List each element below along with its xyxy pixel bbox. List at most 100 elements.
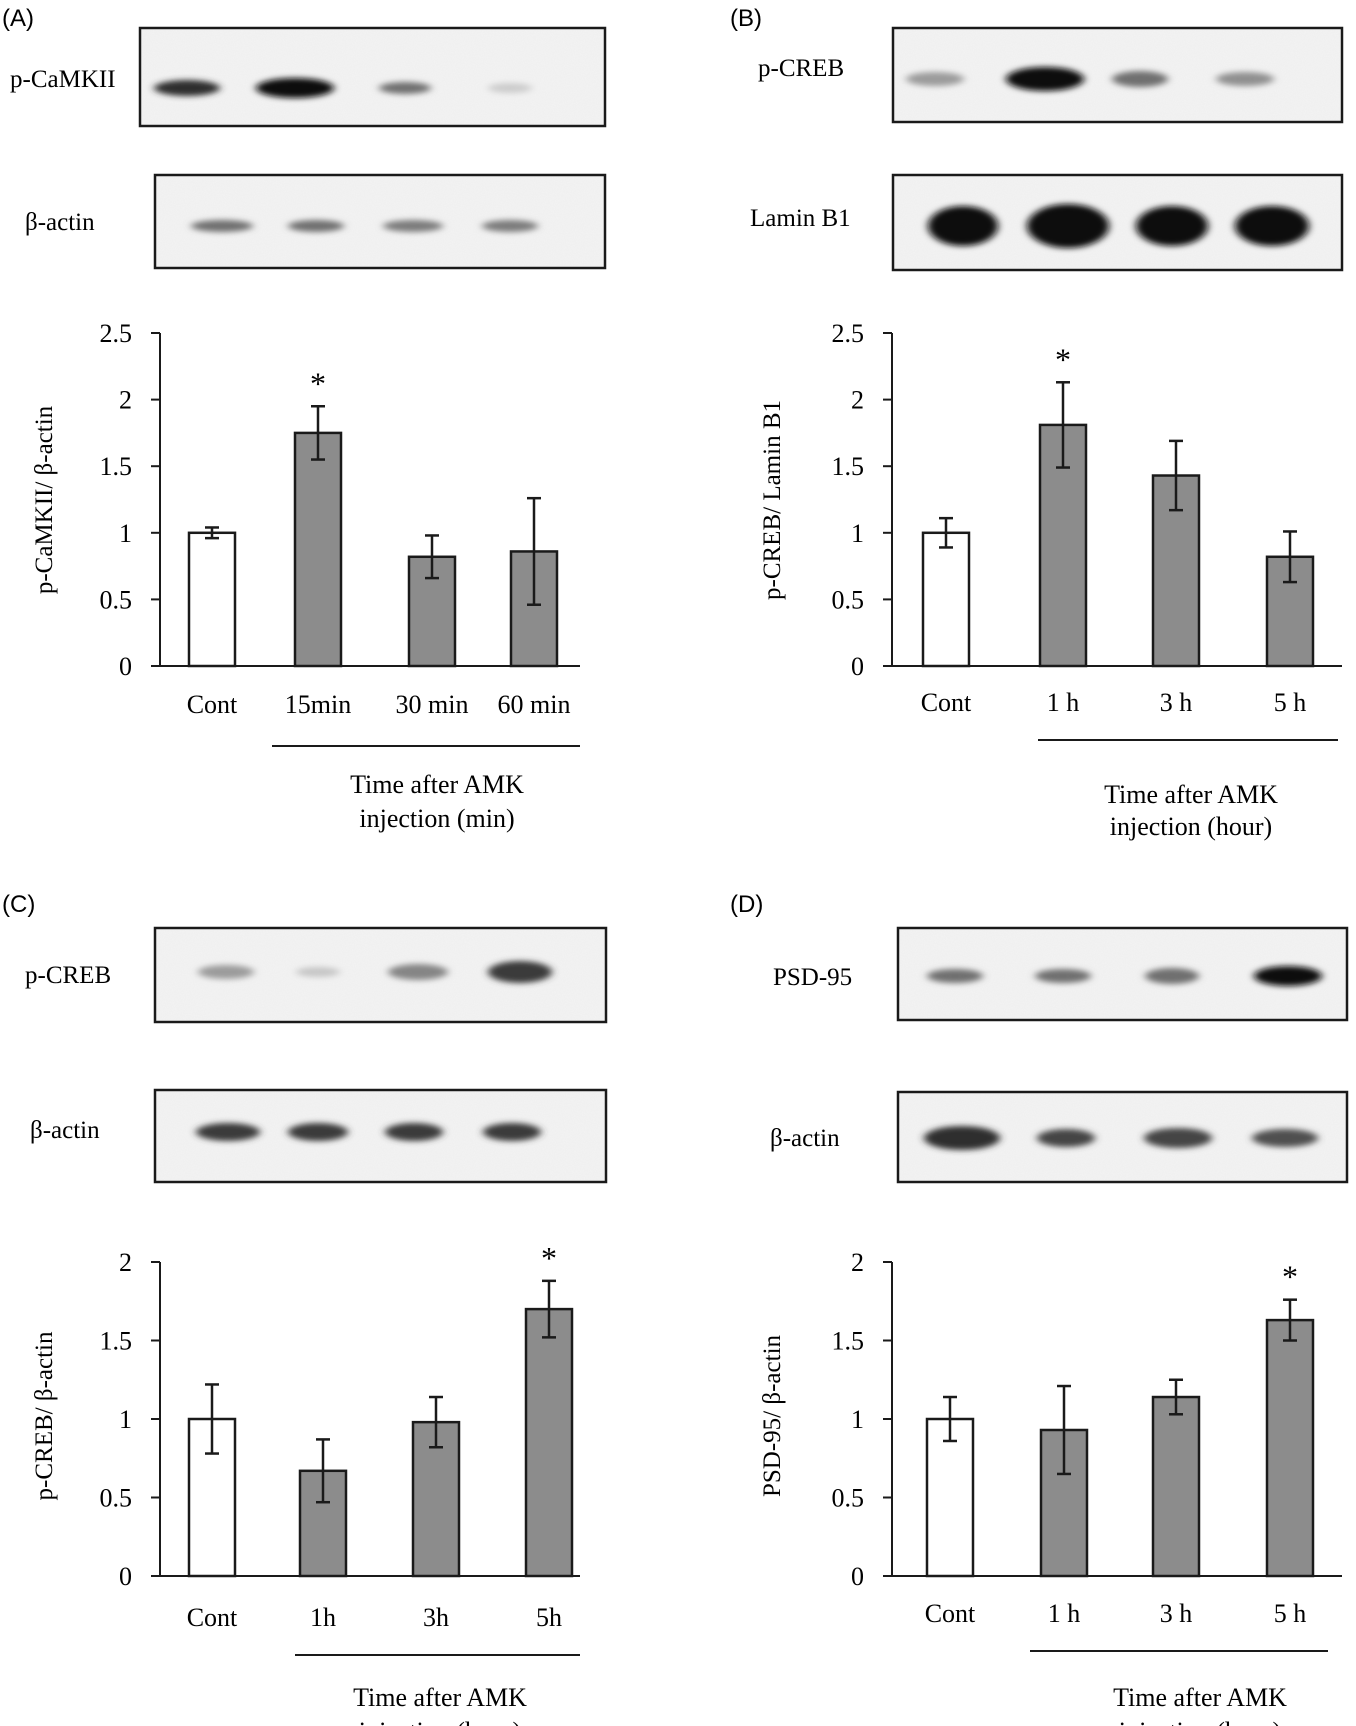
x-tick-label: 3 h xyxy=(1160,1599,1193,1628)
error-bar xyxy=(542,1279,556,1339)
y-tick-label: 0 xyxy=(851,1562,864,1591)
error-bar xyxy=(425,534,439,580)
panel-c: (C) p-CREB β-actin 0 0.5 1 1.5 2 p-CREB/ β-actin… xyxy=(2,891,608,1726)
bar xyxy=(925,1417,975,1578)
blot-band xyxy=(1112,71,1168,87)
y-tick-label: 2 xyxy=(119,1248,132,1277)
x-tick-label: 15min xyxy=(285,690,351,719)
western-blot xyxy=(153,173,607,270)
bar xyxy=(1151,1395,1201,1578)
blot-band xyxy=(1216,72,1274,86)
x-tick-label: 1 h xyxy=(1047,688,1080,717)
panel-label: (B) xyxy=(730,5,762,32)
x-tick-label: 1h xyxy=(310,1603,336,1632)
western-blot xyxy=(896,1090,1349,1184)
error-bar xyxy=(1169,1378,1183,1416)
y-axis-label: p-CREB/ β-actin xyxy=(31,1331,58,1500)
blot-background xyxy=(142,30,603,124)
western-blot xyxy=(153,926,608,1024)
panel-label: (C) xyxy=(2,891,35,918)
bar xyxy=(921,531,971,668)
y-tick-label: 1 xyxy=(851,1405,864,1434)
x-tick-label: 60 min xyxy=(498,690,571,719)
y-tick-label: 1.5 xyxy=(832,452,865,481)
x-axis-label: Time after AMK xyxy=(350,770,524,799)
western-blot xyxy=(153,1088,608,1184)
x-tick-label: 5h xyxy=(536,1603,562,1632)
error-bar xyxy=(205,1383,219,1455)
blot-band xyxy=(1027,204,1109,248)
blot-band xyxy=(196,1123,260,1141)
x-tick-label: Cont xyxy=(921,688,972,717)
blot-band xyxy=(1136,206,1208,246)
y-tick-label: 0.5 xyxy=(832,1484,865,1513)
blot-label: Lamin B1 xyxy=(750,205,851,232)
blot-band xyxy=(1144,1128,1212,1148)
significance-marker: * xyxy=(310,365,326,401)
x-tick-label: 5 h xyxy=(1274,1599,1307,1628)
bar-chart: 0 0.5 1 1.5 2 2.5 p-CREB/ Lamin B1 Cont * 1 h 3 h 5… xyxy=(759,319,1342,841)
blot-band xyxy=(385,1123,443,1141)
error-bar xyxy=(1169,439,1183,512)
western-blot xyxy=(891,26,1344,124)
blot-band xyxy=(488,961,552,983)
y-tick-label: 1 xyxy=(851,519,864,548)
y-tick-label: 1 xyxy=(119,1405,132,1434)
y-axis-label: p-CaMKII/ β-actin xyxy=(31,405,58,594)
y-tick-label: 2 xyxy=(851,386,864,415)
blot-band xyxy=(924,1126,1000,1150)
error-bar xyxy=(316,1438,330,1504)
blot-band xyxy=(927,969,983,983)
blot-band xyxy=(256,78,334,98)
error-bar xyxy=(1283,1298,1297,1342)
blot-band xyxy=(1006,67,1084,91)
panel-a: (A) p-CaMKII β-actin 0 0.5 1 1.5 2 2.5 p-CaMKII/ … xyxy=(2,5,607,833)
bar-chart: 0 0.5 1 1.5 2 p-CREB/ β-actin Cont 1h 3h * 5h Time … xyxy=(31,1240,580,1726)
y-tick-label: 0 xyxy=(851,652,864,681)
x-axis-label: Time after AMK xyxy=(1104,780,1278,809)
panel-label: (D) xyxy=(730,891,763,918)
error-bar xyxy=(943,1395,957,1443)
x-tick-label: Cont xyxy=(925,1599,976,1628)
blot-band xyxy=(1145,968,1199,984)
x-axis-label: injection (hour) xyxy=(1110,812,1272,841)
y-tick-label: 1.5 xyxy=(100,1327,133,1356)
bar xyxy=(293,431,343,668)
y-tick-label: 0.5 xyxy=(832,585,865,614)
error-bar xyxy=(311,405,325,461)
blot-band xyxy=(383,220,443,232)
x-axis-label: Time after AMK xyxy=(353,1683,527,1712)
x-tick-label: Cont xyxy=(187,1603,238,1632)
x-axis-label: injection (hour) xyxy=(359,1717,521,1726)
blot-band xyxy=(388,964,448,980)
blot-band xyxy=(154,80,220,96)
blot-label: PSD-95 xyxy=(773,964,852,991)
bar xyxy=(187,531,237,668)
y-tick-label: 2 xyxy=(851,1248,864,1277)
error-bar xyxy=(939,516,953,549)
x-tick-label: 3 h xyxy=(1160,688,1193,717)
western-blot xyxy=(138,26,607,128)
bar xyxy=(509,550,559,668)
blot-band xyxy=(1035,969,1091,983)
x-tick-label: 5 h xyxy=(1274,688,1307,717)
y-tick-label: 0 xyxy=(119,1562,132,1591)
blot-band xyxy=(1235,206,1309,246)
blot-label: p-CaMKII xyxy=(10,66,116,93)
blot-band xyxy=(488,83,532,93)
error-bar xyxy=(205,526,219,540)
y-axis-label: PSD-95/ β-actin xyxy=(759,1334,786,1497)
y-tick-label: 2.5 xyxy=(100,319,133,348)
significance-marker: * xyxy=(1282,1259,1298,1295)
x-axis-label: injection (min) xyxy=(359,804,514,833)
error-bar xyxy=(429,1395,443,1449)
blot-band xyxy=(198,965,254,979)
y-tick-label: 0.5 xyxy=(100,1484,133,1513)
bar-chart: 0 0.5 1 1.5 2 2.5 p-CaMKII/ β-actin Cont * 15min 3… xyxy=(31,319,580,833)
y-tick-label: 2.5 xyxy=(832,319,865,348)
blot-band xyxy=(296,967,340,977)
blot-band xyxy=(191,220,253,232)
blot-label: β-actin xyxy=(770,1125,840,1152)
blot-label: p-CREB xyxy=(25,962,111,989)
